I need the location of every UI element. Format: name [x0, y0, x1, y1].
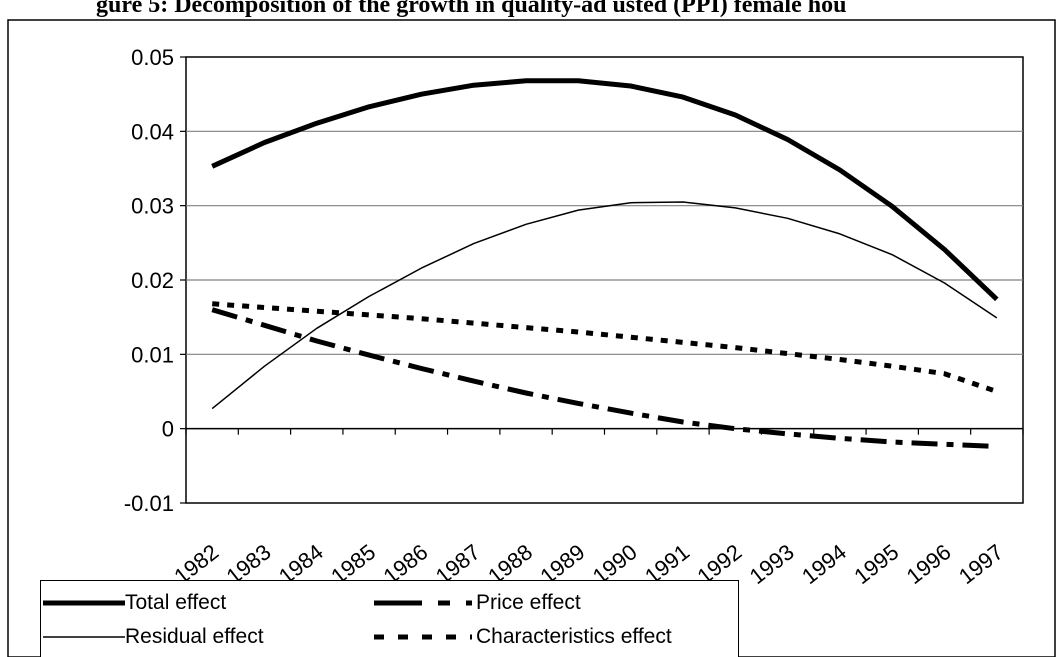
y-tick-label: 0.04 — [131, 119, 174, 144]
y-tick-label: 0.05 — [131, 45, 174, 70]
series-line-2 — [211, 307, 997, 449]
legend-item-total: Total effect — [43, 588, 226, 618]
gridlines — [186, 130, 1023, 430]
y-tick-label: 0 — [162, 417, 174, 442]
x-tick-label: 1996 — [902, 539, 956, 589]
series-line-1 — [211, 201, 998, 410]
y-tick-label: 0.02 — [131, 268, 174, 293]
x-tick-label: 1995 — [849, 539, 903, 589]
chart-area-border — [7, 19, 1056, 657]
legend-swatch-characteristics — [374, 634, 472, 640]
legend-label-characteristics: Characteristics effect — [476, 625, 672, 648]
y-tick-label: 0.01 — [131, 342, 174, 367]
legend: Total effect Residual effect Price effec… — [40, 580, 739, 657]
legend-label-total: Total effect — [125, 591, 227, 614]
series-line-3 — [212, 301, 998, 394]
legend-label-price: Price effect — [476, 591, 581, 614]
legend-item-price: Price effect — [374, 588, 581, 618]
legend-swatch-price — [374, 600, 472, 606]
axes — [180, 56, 1024, 504]
legend-label-residual: Residual effect — [125, 625, 264, 648]
x-tick-label: 1994 — [797, 539, 851, 589]
legend-item-residual: Residual effect — [43, 622, 264, 652]
series-lines — [211, 78, 999, 449]
y-tick-label: 0.03 — [131, 194, 174, 219]
legend-swatch-residual — [43, 636, 125, 638]
y-tick-label: -0.01 — [124, 491, 174, 516]
x-tick-label: 1993 — [745, 539, 799, 589]
legend-item-characteristics: Characteristics effect — [374, 622, 672, 652]
x-tick-label: 1997 — [954, 539, 1008, 589]
series-line-0 — [211, 78, 999, 302]
legend-swatch-total — [43, 600, 125, 606]
chart-title: gure 5: Decomposition of the growth in q… — [96, 0, 847, 18]
y-tick-labels: -0.01 0 0.01 0.02 0.03 0.04 0.05 — [124, 45, 174, 516]
